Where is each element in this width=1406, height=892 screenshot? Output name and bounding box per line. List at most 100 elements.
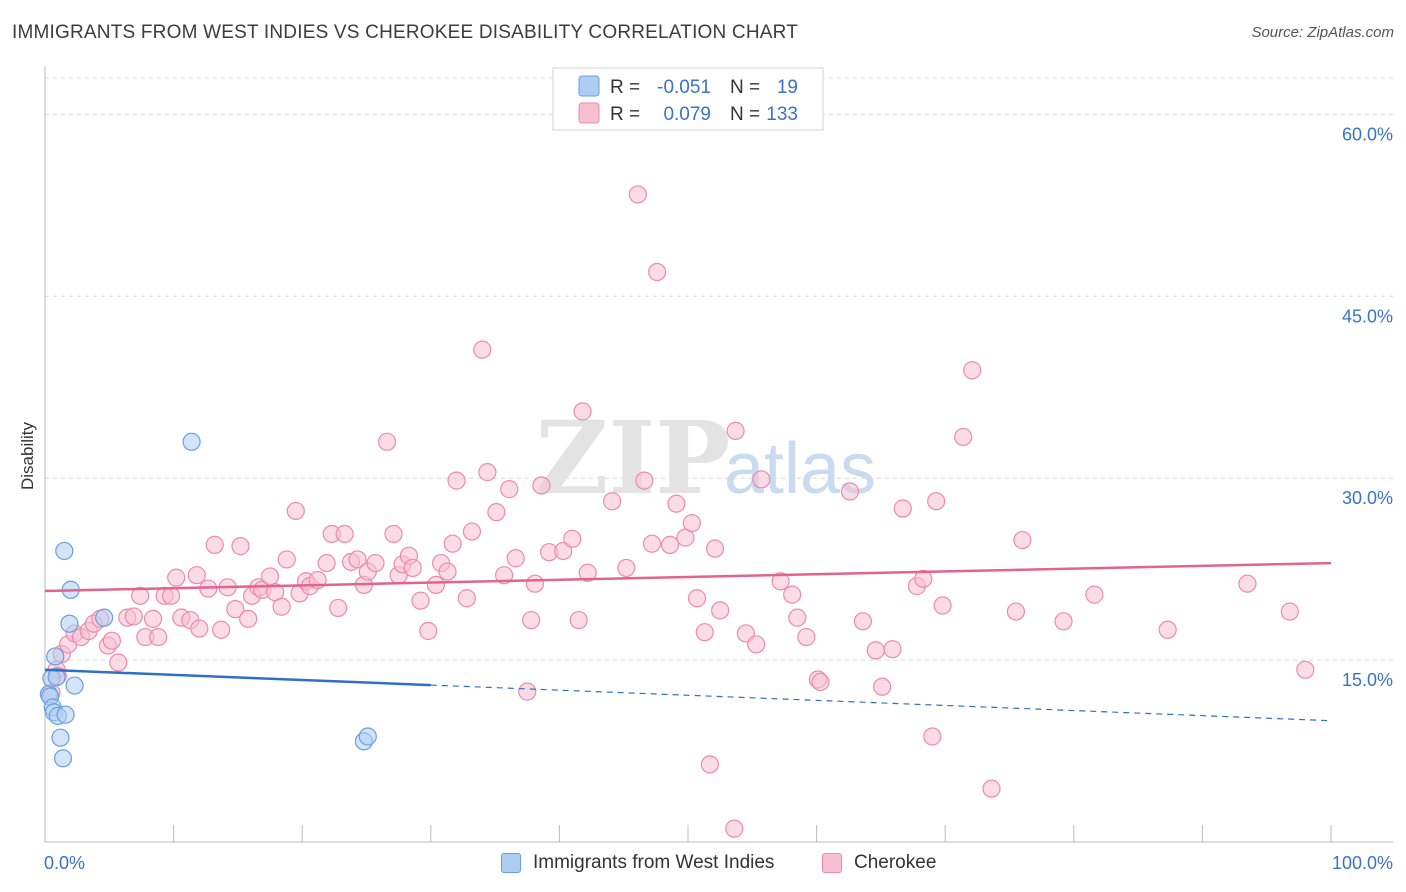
cherokee-point	[478, 463, 497, 482]
cherokee-point	[457, 589, 476, 608]
cherokee-point	[1006, 602, 1026, 621]
cherokee-point	[788, 608, 807, 627]
cherokee-point	[726, 421, 745, 440]
cherokee-point	[705, 539, 725, 558]
cherokee-point	[272, 597, 291, 616]
cherokee-point	[811, 672, 830, 692]
legend-r-value-1: -0.051	[657, 77, 711, 98]
legend-swatch-pink	[578, 102, 600, 124]
cherokee-point	[1280, 602, 1299, 621]
cherokee-point	[190, 619, 209, 638]
cherokee-point	[438, 562, 457, 581]
west-indies-trend-solid	[44, 668, 431, 687]
cherokee-trend	[44, 561, 1332, 593]
y-tick-label: 30.0%	[1342, 488, 1393, 508]
cherokee-point	[1296, 660, 1315, 679]
cherokee-point	[923, 727, 942, 746]
cherokee-point	[893, 499, 912, 518]
y-axis-label: Disability	[18, 421, 37, 490]
cherokee-point	[569, 610, 588, 630]
cherokee-point	[384, 524, 403, 544]
cherokee-point	[525, 574, 545, 593]
watermark-zip: ZIP	[536, 399, 731, 517]
cherokee-point	[963, 361, 982, 380]
y-tick-label: 15.0%	[1342, 670, 1393, 690]
cherokee-point	[212, 620, 231, 639]
legend-top: R = -0.051 N = 19 R = 0.079 N = 133	[552, 67, 824, 131]
cherokee-point	[239, 609, 258, 628]
west-indies-point	[51, 728, 70, 747]
legend-swatch-west-indies	[501, 853, 521, 873]
cherokee-point	[124, 607, 143, 626]
cherokee-point	[426, 575, 446, 595]
cherokee-point	[348, 550, 367, 569]
cherokee-point	[317, 553, 336, 573]
legend-item-west-indies[interactable]: Immigrants from West Indies	[501, 852, 774, 874]
west-indies-trend-dashed	[430, 684, 1332, 722]
cherokee-point	[711, 601, 730, 620]
cherokee-point	[205, 535, 224, 554]
west-indies-point	[55, 541, 74, 561]
cherokee-point	[102, 631, 121, 650]
legend-n-value-1: 19	[777, 77, 798, 98]
cherokee-point	[667, 494, 686, 513]
source-label: Source: ZipAtlas.com	[1251, 24, 1394, 41]
west-indies-point	[56, 705, 75, 724]
cherokee-point	[927, 492, 946, 511]
cherokee-point	[443, 534, 462, 553]
y-tick-label: 60.0%	[1342, 124, 1393, 144]
cherokee-point	[329, 598, 348, 618]
chart-title: IMMIGRANTS FROM WEST INDIES VS CHEROKEE …	[12, 22, 799, 43]
cherokee-point	[1158, 620, 1177, 639]
cherokee-point	[883, 640, 902, 659]
legend-item-cherokee[interactable]: Cherokee	[822, 852, 936, 874]
cherokee-point	[603, 492, 622, 511]
cherokee-point	[648, 262, 667, 282]
trend-lines	[44, 561, 1332, 722]
cherokee-point	[377, 432, 397, 451]
cherokee-point	[411, 591, 430, 610]
cherokee-point	[660, 535, 680, 554]
cherokee-point	[771, 572, 790, 591]
cherokee-point	[335, 524, 354, 544]
cherokee-point	[554, 541, 573, 561]
cherokee-point	[700, 755, 719, 774]
cherokee-point	[628, 185, 647, 204]
cherokee-point	[573, 402, 592, 421]
watermark: ZIP atlas	[536, 399, 877, 517]
cherokee-point	[187, 566, 206, 585]
cherokee-point	[563, 529, 582, 548]
cherokee-point	[687, 589, 707, 608]
cherokee-point	[518, 682, 537, 701]
cherokee-point	[500, 480, 519, 499]
cherokee-point	[873, 677, 892, 696]
cherokee-point	[286, 501, 305, 521]
cherokee-point	[366, 553, 385, 573]
cherokee-point	[522, 610, 541, 630]
cherokee-point	[131, 586, 150, 605]
cherokee-point	[149, 627, 168, 647]
cherokee-point	[473, 340, 492, 359]
cherokee-point	[933, 596, 952, 615]
cherokee-point	[161, 586, 181, 605]
cherokee-point	[840, 482, 860, 501]
cherokee-point	[747, 635, 766, 654]
legend-swatch-cherokee	[822, 853, 842, 873]
cherokee-point	[783, 585, 802, 604]
cherokee-point	[642, 534, 662, 553]
x-tick-min: 0.0%	[44, 853, 85, 873]
cherokee-point	[487, 503, 506, 522]
cherokee-point	[797, 627, 816, 647]
cherokee-point	[635, 471, 654, 490]
legend-label-west-indies: Immigrants from West Indies	[533, 852, 775, 873]
legend-swatch-blue	[578, 75, 600, 97]
west-indies-point	[60, 614, 79, 633]
west-indies-point	[47, 667, 66, 687]
y-tick-labels: 15.0% 30.0% 45.0% 60.0%	[1342, 124, 1393, 690]
legend-label-cherokee: Cherokee	[854, 852, 937, 873]
cherokee-point	[506, 549, 525, 568]
cherokee-point	[752, 470, 771, 489]
legend-n-label-2: N =	[730, 104, 760, 125]
cherokee-point	[695, 623, 714, 642]
